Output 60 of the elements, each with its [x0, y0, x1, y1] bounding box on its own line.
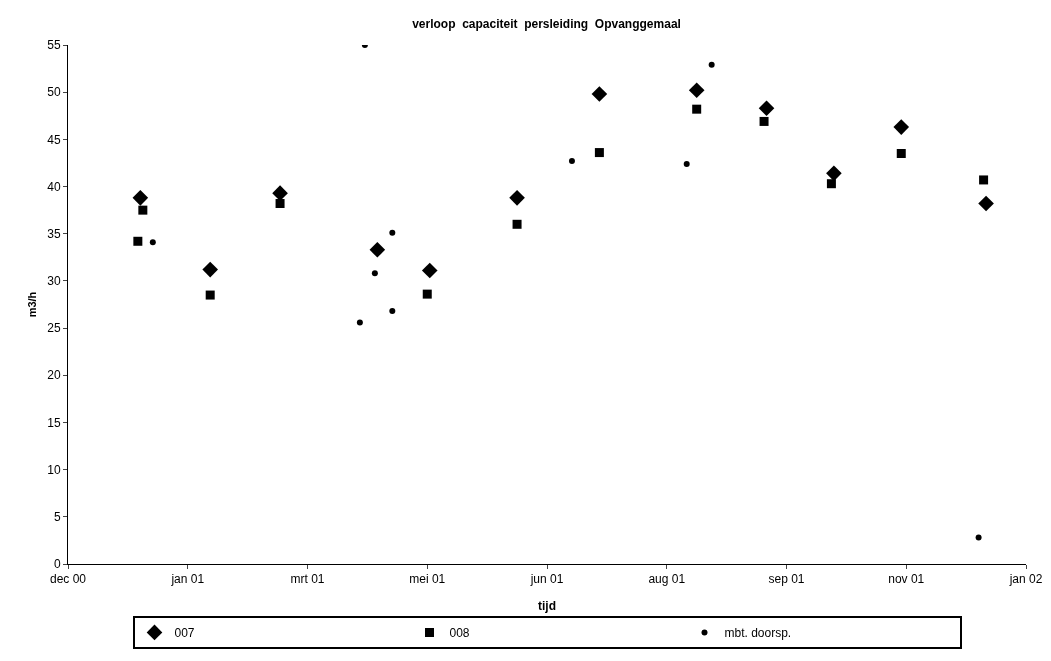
point — [369, 241, 386, 258]
point — [389, 229, 396, 236]
chart-title: verloop capaciteit persleiding Opvanggemaal — [412, 17, 681, 32]
point — [275, 199, 285, 209]
point — [205, 290, 215, 300]
y-axis-title: m3/h — [26, 291, 38, 318]
point — [568, 158, 575, 165]
point — [759, 116, 769, 126]
x-tick-label: aug 01 — [648, 572, 686, 587]
point — [371, 270, 378, 277]
y-tick-label: 45 — [47, 132, 61, 147]
y-tick-label: 20 — [47, 368, 61, 383]
y-tick-label: 35 — [47, 226, 61, 241]
x-tick-label: jan 02 — [1008, 572, 1043, 587]
point — [708, 61, 715, 68]
point — [132, 190, 149, 206]
point — [356, 319, 363, 326]
x-tick-label: mei 01 — [409, 572, 446, 587]
point — [422, 289, 432, 299]
point — [978, 195, 994, 212]
point — [149, 239, 156, 246]
point — [133, 236, 143, 246]
point — [591, 86, 608, 102]
legend-label: 008 — [449, 626, 470, 641]
y-tick-label: 40 — [47, 179, 61, 194]
x-tick-label: dec 00 — [49, 572, 87, 587]
point — [389, 308, 396, 315]
x-tick-label: nov 01 — [888, 572, 925, 587]
y-tick-label: 15 — [47, 415, 61, 430]
legend-label: mbt. doorsp. — [724, 626, 792, 641]
point — [138, 205, 148, 215]
point — [272, 185, 288, 201]
point — [896, 149, 906, 159]
point — [688, 82, 705, 99]
y-tick-label: 0 — [53, 557, 61, 572]
y-tick-label: 25 — [47, 321, 61, 336]
point — [893, 119, 910, 135]
x-tick-label: mrt 01 — [290, 572, 325, 587]
point — [758, 100, 775, 117]
point — [594, 148, 604, 158]
point — [512, 219, 522, 229]
y-tick-label: 10 — [47, 462, 61, 477]
point — [509, 190, 525, 206]
point — [683, 160, 690, 167]
point — [692, 104, 702, 114]
point — [975, 534, 982, 541]
legend-label: 007 — [174, 626, 195, 641]
point — [826, 165, 842, 182]
point — [826, 179, 836, 189]
y-tick-label: 30 — [47, 274, 61, 289]
x-tick-label: jun 01 — [529, 572, 564, 587]
x-tick-label: jan 01 — [170, 572, 205, 587]
point — [421, 262, 438, 279]
x-tick-label: sep 01 — [768, 572, 805, 587]
y-tick-label: 55 — [47, 38, 61, 53]
y-tick-label: 50 — [47, 85, 61, 100]
point — [979, 175, 989, 185]
y-tick-label: 5 — [53, 510, 61, 525]
point — [202, 261, 218, 278]
x-axis-title: tijd — [538, 599, 556, 613]
